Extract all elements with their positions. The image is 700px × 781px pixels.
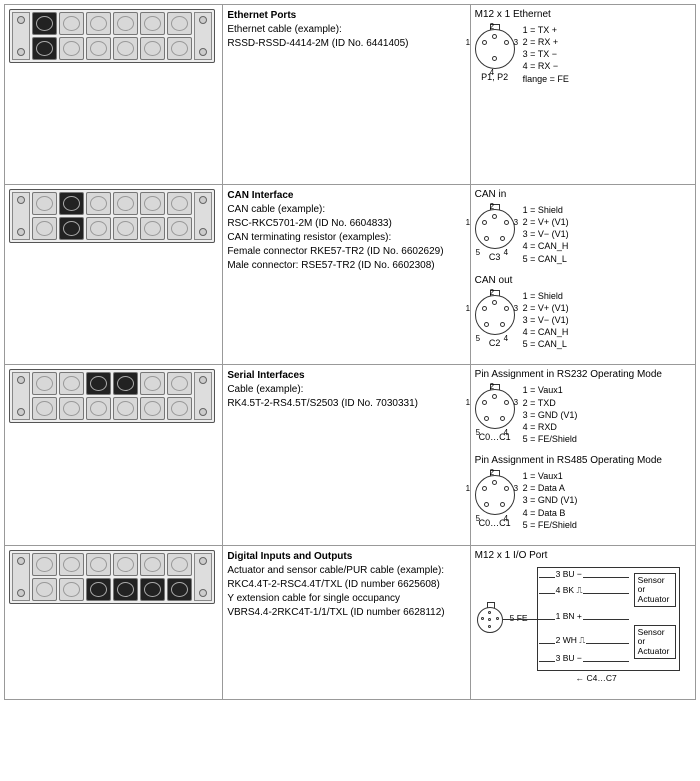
- description-line: CAN terminating resistor (examples):: [227, 231, 465, 245]
- pinout-heading: M12 x 1 Ethernet: [475, 9, 691, 20]
- connector-table: Ethernet PortsEthernet cable (example):R…: [4, 4, 696, 700]
- connector-diagram: 12345C0…C1: [475, 384, 515, 442]
- description-line: Actuator and sensor cable/PUR cable (exa…: [227, 564, 465, 578]
- pinout-heading: CAN in: [475, 189, 691, 200]
- description-line: RSC-RKC5701-2M (ID No. 6604833): [227, 217, 465, 231]
- description-line: Ethernet cable (example):: [227, 23, 465, 37]
- connector-caption: C2: [489, 338, 501, 348]
- pin-assignment: 3 = V− (V1): [523, 314, 569, 326]
- pin-assignment: 1 = Vaux1: [523, 384, 578, 396]
- section-title: CAN Interface: [227, 189, 465, 203]
- description-line: CAN cable (example):: [227, 203, 465, 217]
- pin-assignment: 4 = Data B: [523, 507, 578, 519]
- table-row: CAN InterfaceCAN cable (example):RSC-RKC…: [5, 185, 696, 365]
- pinout-cell: M12 x 1 Ethernet1234P1, P21 = TX +2 = RX…: [470, 5, 695, 185]
- pin-assignment: 4 = RX −: [523, 60, 569, 72]
- pinout-cell: Pin Assignment in RS232 Operating Mode 12…: [470, 365, 695, 545]
- module-graphic: [9, 189, 215, 243]
- section-title: Digital Inputs and Outputs: [227, 550, 465, 564]
- pin-assignment: 2 = Data A: [523, 482, 578, 494]
- description-cell: CAN InterfaceCAN cable (example):RSC-RKC…: [223, 185, 470, 365]
- description-line: Y extension cable for single occupancy: [227, 592, 465, 606]
- connector-caption: C3: [489, 252, 501, 262]
- description-cell: Serial InterfacesCable (example):RK4.5T-…: [223, 365, 470, 545]
- description-line: RK4.5T-2-RS4.5T/S2503 (ID No. 7030331): [227, 397, 465, 411]
- description-line: VBRS4.4-2RKC4T-1/1/TXL (ID number 662811…: [227, 606, 465, 620]
- module-graphic: [9, 550, 215, 604]
- description-line: Male connector: RSE57-TR2 (ID No. 660230…: [227, 259, 465, 273]
- pin-list: 1 = Vaux12 = TXD3 = GND (V1)4 = RXD5 = F…: [523, 384, 578, 445]
- section-title: Ethernet Ports: [227, 9, 465, 23]
- module-cell: [5, 5, 223, 185]
- pin-assignment: 3 = GND (V1): [523, 409, 578, 421]
- pin-assignment: 1 = Vaux1: [523, 470, 578, 482]
- module-graphic: [9, 9, 215, 63]
- pin-assignment: 4 = CAN_H: [523, 326, 569, 338]
- description-line: RKC4.4T-2-RSC4.4T/TXL (ID number 6625608…: [227, 578, 465, 592]
- module-cell: [5, 365, 223, 545]
- module-cell: [5, 185, 223, 365]
- pinout-heading: Pin Assignment in RS485 Operating Mode: [475, 455, 691, 466]
- module-graphic: [9, 369, 215, 423]
- pin-assignment: 5 = CAN_L: [523, 338, 569, 350]
- table-row: Ethernet PortsEthernet cable (example):R…: [5, 5, 696, 185]
- pin-assignment: 2 = V+ (V1): [523, 302, 569, 314]
- pinout-cell: CAN in12345C31 = Shield2 = V+ (V1)3 = V−…: [470, 185, 695, 365]
- io-wiring-diagram: 5 FESensororActuatorSensororActuator3 BU…: [475, 565, 680, 685]
- pin-assignment: 3 = TX −: [523, 48, 569, 60]
- module-cell: [5, 545, 223, 699]
- pin-assignment: 4 = RXD: [523, 421, 578, 433]
- pin-list: 1 = Shield2 = V+ (V1)3 = V− (V1)4 = CAN_…: [523, 290, 569, 351]
- pin-assignment: 5 = CAN_L: [523, 253, 569, 265]
- pin-assignment: 2 = TXD: [523, 397, 578, 409]
- connector-diagram: 1234P1, P2: [475, 24, 515, 82]
- description-line: RSSD-RSSD-4414-2M (ID No. 6441405): [227, 37, 465, 51]
- pin-assignment: 3 = GND (V1): [523, 494, 578, 506]
- connector-diagram: 12345C3: [475, 204, 515, 262]
- table-row: Digital Inputs and OutputsActuator and s…: [5, 545, 696, 699]
- description-line: Cable (example):: [227, 383, 465, 397]
- connector-diagram: 12345C0…C1: [475, 470, 515, 528]
- connector-diagram: 12345C2: [475, 290, 515, 348]
- pin-assignment: 1 = Shield: [523, 290, 569, 302]
- pin-assignment: 5 = FE/Shield: [523, 519, 578, 531]
- section-title: Serial Interfaces: [227, 369, 465, 383]
- pin-assignment: 1 = Shield: [523, 204, 569, 216]
- description-line: Female connector RKE57-TR2 (ID No. 66026…: [227, 245, 465, 259]
- pin-assignment: 2 = RX +: [523, 36, 569, 48]
- pin-list: 1 = Shield2 = V+ (V1)3 = V− (V1)4 = CAN_…: [523, 204, 569, 265]
- pin-assignment: 4 = CAN_H: [523, 240, 569, 252]
- description-cell: Digital Inputs and OutputsActuator and s…: [223, 545, 470, 699]
- pin-assignment: 3 = V− (V1): [523, 228, 569, 240]
- pinout-heading: Pin Assignment in RS232 Operating Mode: [475, 369, 691, 380]
- pin-list: 1 = TX +2 = RX +3 = TX −4 = RX −flange =…: [523, 24, 569, 85]
- table-row: Serial InterfacesCable (example):RK4.5T-…: [5, 365, 696, 545]
- pin-assignment: 5 = FE/Shield: [523, 433, 578, 445]
- pin-list: 1 = Vaux12 = Data A3 = GND (V1)4 = Data …: [523, 470, 578, 531]
- pin-assignment: flange = FE: [523, 73, 569, 85]
- description-cell: Ethernet PortsEthernet cable (example):R…: [223, 5, 470, 185]
- pinout-heading: CAN out: [475, 275, 691, 286]
- pin-assignment: 1 = TX +: [523, 24, 569, 36]
- pinout-cell: M12 x 1 I/O Port 5 FESensororActuatorSens…: [470, 545, 695, 699]
- pin-assignment: 2 = V+ (V1): [523, 216, 569, 228]
- pinout-heading: M12 x 1 I/O Port: [475, 550, 691, 561]
- connector-caption: P1, P2: [481, 72, 508, 82]
